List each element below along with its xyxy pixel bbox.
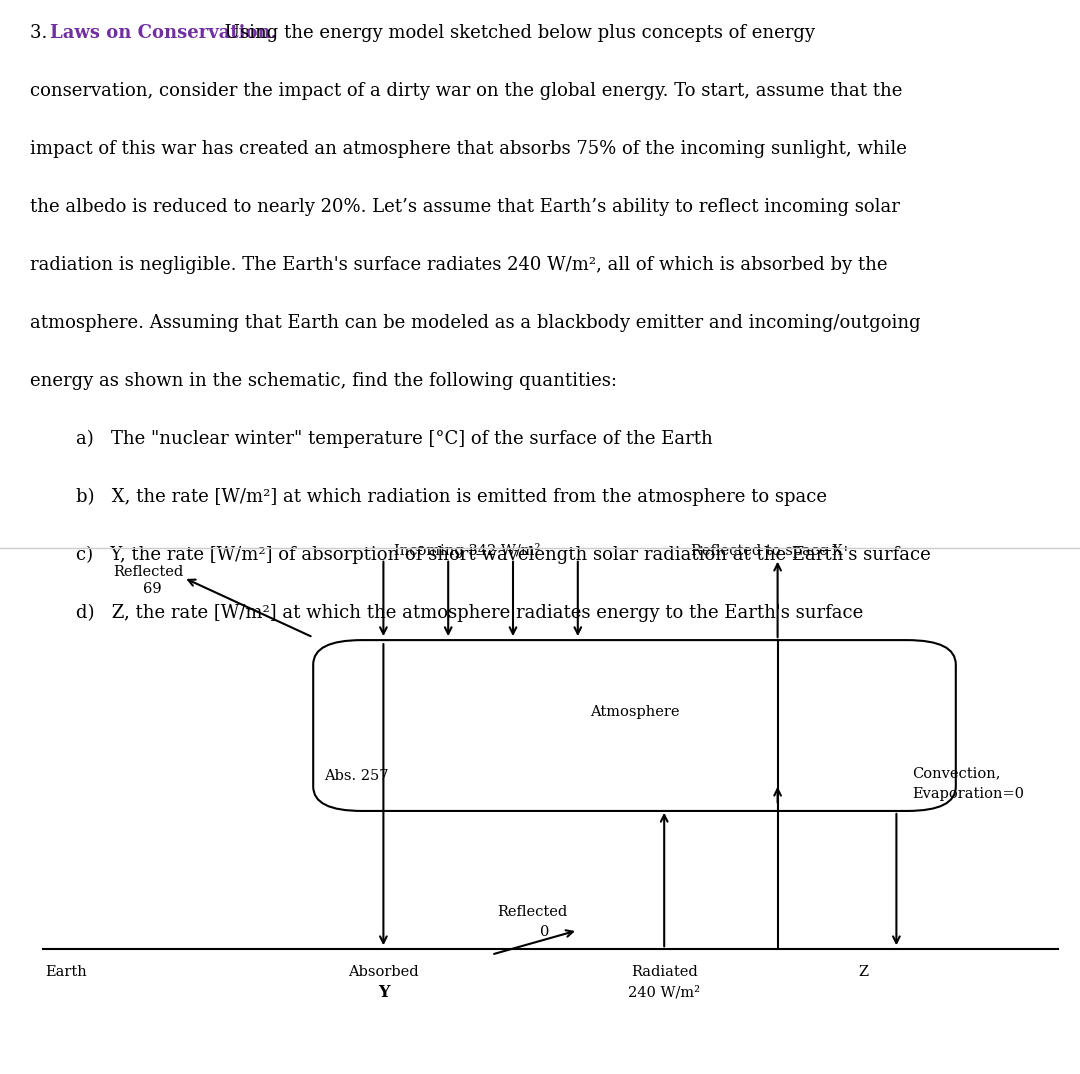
Text: Reflected to space X: Reflected to space X bbox=[691, 543, 843, 557]
Text: 0: 0 bbox=[540, 925, 550, 939]
Text: conservation, consider the impact of a dirty war on the global energy. To start,: conservation, consider the impact of a d… bbox=[30, 83, 903, 100]
Text: Convection,: Convection, bbox=[913, 766, 1001, 780]
Text: Earth: Earth bbox=[45, 966, 87, 979]
Text: atmosphere. Assuming that Earth can be modeled as a blackbody emitter and incomi: atmosphere. Assuming that Earth can be m… bbox=[30, 314, 921, 332]
Text: Absorbed: Absorbed bbox=[348, 966, 419, 979]
Text: Reflected: Reflected bbox=[497, 905, 567, 919]
Text: Radiated: Radiated bbox=[631, 966, 698, 979]
Text: c)   Y, the rate [W/m²] of absorption of short-wavelength solar radiation at the: c) Y, the rate [W/m²] of absorption of s… bbox=[76, 546, 930, 564]
Text: the albedo is reduced to nearly 20%. Let’s assume that Earth’s ability to reflec: the albedo is reduced to nearly 20%. Let… bbox=[30, 198, 900, 216]
Text: 240 W/m²: 240 W/m² bbox=[629, 986, 700, 1000]
Text: Reflected: Reflected bbox=[113, 565, 184, 579]
FancyBboxPatch shape bbox=[313, 640, 956, 811]
Text: a)   The "nuclear winter" temperature [°C] of the surface of the Earth: a) The "nuclear winter" temperature [°C]… bbox=[76, 431, 713, 448]
Text: Abs. 257: Abs. 257 bbox=[324, 769, 389, 783]
Text: Atmosphere: Atmosphere bbox=[590, 705, 679, 719]
Text: Z: Z bbox=[859, 966, 868, 979]
Text: Incoming 342 W/m²: Incoming 342 W/m² bbox=[394, 543, 541, 558]
Text: 3.: 3. bbox=[30, 24, 53, 42]
Text: Y: Y bbox=[378, 984, 389, 1001]
Text: d)   Z, the rate [W/m²] at which the atmosphere radiates energy to the Earth's s: d) Z, the rate [W/m²] at which the atmos… bbox=[76, 604, 863, 622]
Text: b)   X, the rate [W/m²] at which radiation is emitted from the atmosphere to spa: b) X, the rate [W/m²] at which radiation… bbox=[76, 488, 826, 506]
Text: energy as shown in the schematic, find the following quantities:: energy as shown in the schematic, find t… bbox=[30, 373, 618, 390]
Text: impact of this war has created an atmosphere that absorbs 75% of the incoming su: impact of this war has created an atmosp… bbox=[30, 140, 907, 158]
Text: Laws on Conservation.: Laws on Conservation. bbox=[50, 24, 276, 42]
Text: 69: 69 bbox=[143, 582, 161, 596]
Text: Using the energy model sketched below plus concepts of energy: Using the energy model sketched below pl… bbox=[219, 24, 815, 42]
Text: radiation is negligible. The Earth's surface radiates 240 W/m², all of which is : radiation is negligible. The Earth's sur… bbox=[30, 257, 888, 274]
Text: Evaporation=0: Evaporation=0 bbox=[913, 786, 1025, 800]
